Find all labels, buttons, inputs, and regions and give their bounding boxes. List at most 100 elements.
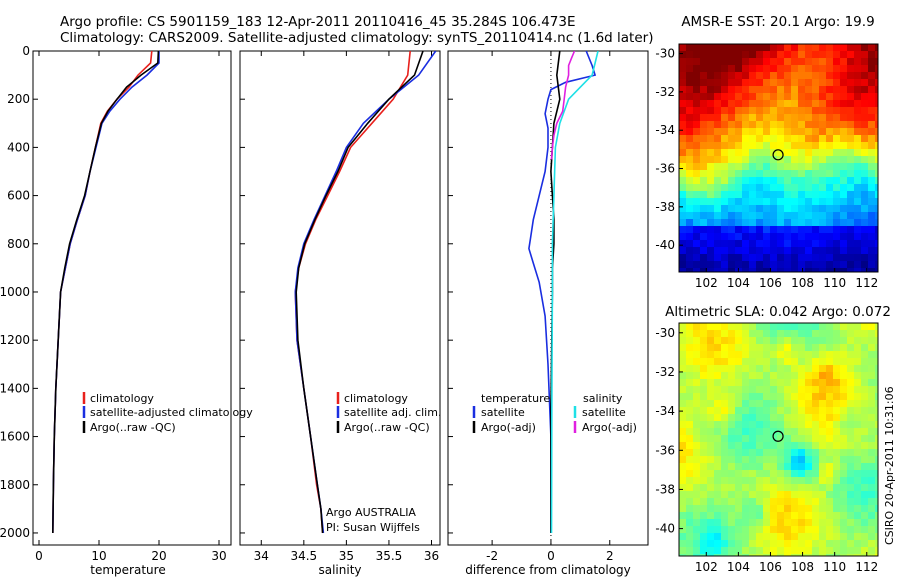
map-cell bbox=[791, 268, 799, 272]
map-cell bbox=[784, 505, 792, 513]
map-cell bbox=[784, 512, 792, 520]
map-cell bbox=[770, 421, 778, 429]
map-cell bbox=[798, 261, 806, 269]
map-x-tick-label: 106 bbox=[759, 560, 782, 574]
map-cell bbox=[854, 351, 862, 359]
map-cell bbox=[686, 351, 694, 359]
map-cell bbox=[784, 372, 792, 380]
map-cell bbox=[868, 72, 876, 80]
map-cell bbox=[700, 247, 708, 255]
map-cell bbox=[840, 44, 848, 52]
map-cell bbox=[728, 93, 736, 101]
map-cell bbox=[735, 58, 743, 66]
map-cell bbox=[812, 463, 820, 471]
map-cell bbox=[686, 191, 694, 199]
map-cell bbox=[798, 135, 806, 143]
map-cell bbox=[770, 254, 778, 262]
map-cell bbox=[756, 435, 764, 443]
map-cell bbox=[721, 233, 729, 241]
map-cell bbox=[679, 114, 687, 122]
map-y-tick-label: -30 bbox=[655, 47, 675, 61]
map-cell bbox=[721, 219, 729, 227]
map-cell bbox=[777, 393, 785, 401]
map-cell bbox=[847, 449, 855, 457]
map-cell bbox=[728, 505, 736, 513]
map-cell bbox=[756, 247, 764, 255]
map-cell bbox=[826, 456, 834, 464]
x-tick-label: 20 bbox=[151, 549, 166, 563]
map-cell bbox=[868, 407, 876, 415]
map-cell bbox=[805, 323, 813, 331]
map-cell bbox=[875, 498, 878, 506]
map-cell bbox=[805, 205, 813, 213]
map-cell bbox=[735, 142, 743, 150]
map-cell bbox=[833, 554, 841, 556]
map-cell bbox=[819, 379, 827, 387]
map-cell bbox=[819, 519, 827, 527]
sla-map-field bbox=[679, 323, 878, 556]
map-cell bbox=[693, 268, 701, 272]
map-cell bbox=[833, 407, 841, 415]
map-cell bbox=[812, 254, 820, 262]
map-cell bbox=[819, 491, 827, 499]
map-cell bbox=[756, 477, 764, 485]
map-cell bbox=[798, 386, 806, 394]
map-cell bbox=[798, 121, 806, 129]
map-cell bbox=[812, 191, 820, 199]
map-cell bbox=[756, 65, 764, 73]
map-cell bbox=[805, 240, 813, 248]
map-cell bbox=[742, 212, 750, 220]
map-cell bbox=[735, 358, 743, 366]
map-cell bbox=[812, 554, 820, 556]
map-cell bbox=[854, 330, 862, 338]
map-cell bbox=[805, 65, 813, 73]
map-cell bbox=[833, 51, 841, 59]
map-cell bbox=[686, 247, 694, 255]
map-cell bbox=[826, 142, 834, 150]
map-cell bbox=[861, 344, 869, 352]
map-cell bbox=[714, 58, 722, 66]
map-cell bbox=[749, 519, 757, 527]
map-cell bbox=[847, 219, 855, 227]
map-cell bbox=[861, 526, 869, 534]
map-cell bbox=[868, 170, 876, 178]
y-tick-label: 200 bbox=[7, 92, 30, 106]
map-cell bbox=[784, 379, 792, 387]
map-cell bbox=[749, 400, 757, 408]
map-cell bbox=[679, 100, 687, 108]
map-cell bbox=[777, 533, 785, 541]
map-cell bbox=[742, 240, 750, 248]
map-cell bbox=[847, 254, 855, 262]
map-cell bbox=[784, 198, 792, 206]
map-cell bbox=[679, 191, 687, 199]
map-cell bbox=[763, 554, 771, 556]
map-cell bbox=[749, 212, 757, 220]
map-cell bbox=[763, 268, 771, 272]
map-cell bbox=[756, 526, 764, 534]
map-cell bbox=[875, 247, 878, 255]
map-cell bbox=[875, 184, 878, 192]
x-tick-label: 2 bbox=[606, 549, 614, 563]
map-cell bbox=[875, 330, 878, 338]
map-cell bbox=[707, 114, 715, 122]
header-line-2: Climatology: CARS2009. Satellite-adjuste… bbox=[60, 30, 653, 46]
map-cell bbox=[770, 177, 778, 185]
map-cell bbox=[868, 379, 876, 387]
map-cell bbox=[805, 100, 813, 108]
map-cell bbox=[686, 268, 694, 272]
map-cell bbox=[840, 540, 848, 548]
map-cell bbox=[805, 421, 813, 429]
map-cell bbox=[798, 554, 806, 556]
map-cell bbox=[812, 65, 820, 73]
map-cell bbox=[812, 386, 820, 394]
sst-map-frame bbox=[678, 43, 879, 273]
map-cell bbox=[805, 393, 813, 401]
map-cell bbox=[742, 330, 750, 338]
map-cell bbox=[854, 512, 862, 520]
map-cell bbox=[805, 477, 813, 485]
map-cell bbox=[756, 93, 764, 101]
map-cell bbox=[707, 379, 715, 387]
map-cell bbox=[840, 226, 848, 234]
map-cell bbox=[686, 547, 694, 555]
map-cell bbox=[728, 184, 736, 192]
